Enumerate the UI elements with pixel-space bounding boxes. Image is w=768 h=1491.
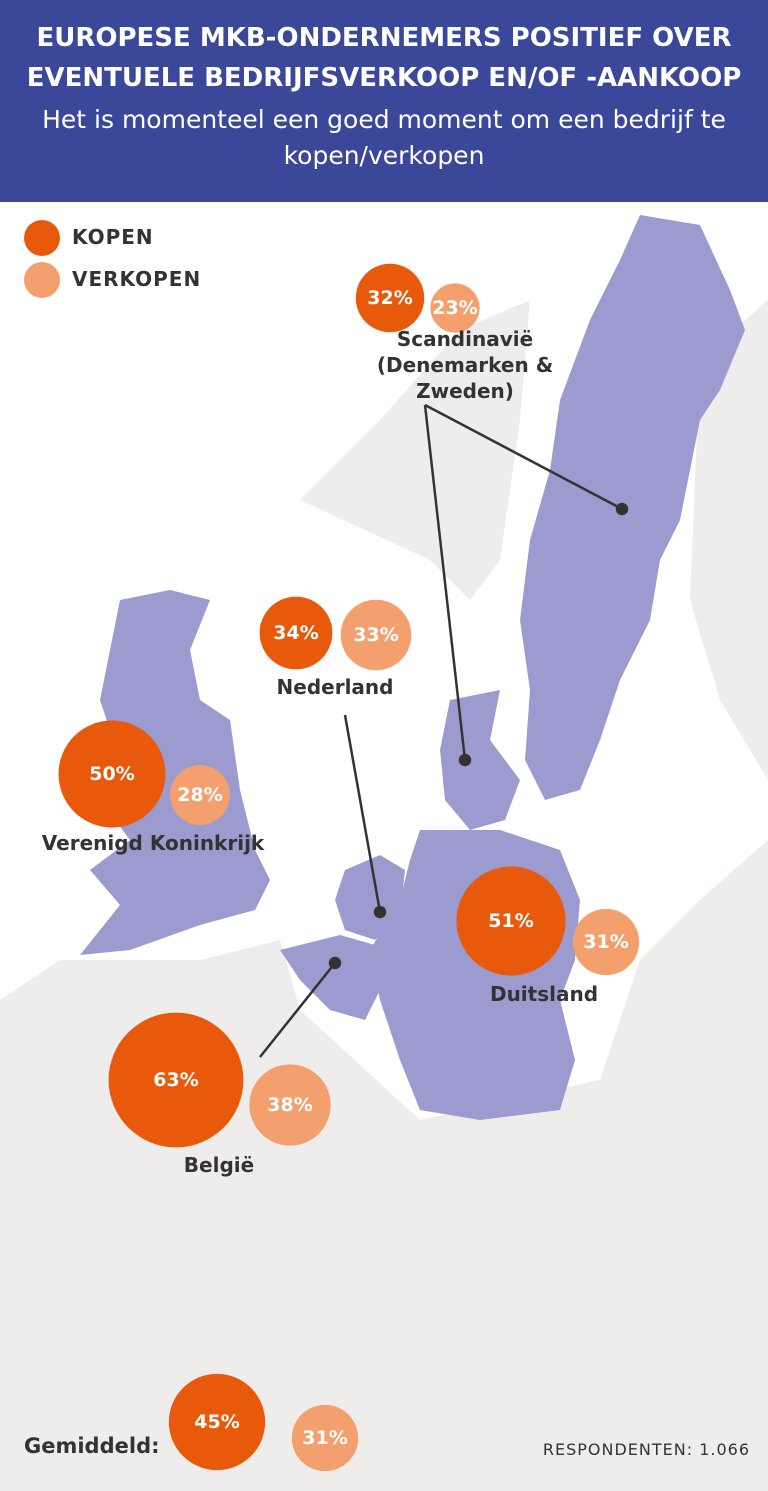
legend-label: VERKOPEN	[72, 267, 202, 291]
value-label: 28%	[177, 784, 223, 806]
bubble	[291, 1404, 359, 1472]
country	[440, 690, 520, 830]
value-label: 33%	[353, 624, 399, 646]
region-label: Gemiddeld:	[24, 1434, 160, 1458]
value-label: 63%	[153, 1069, 199, 1091]
bubble	[259, 596, 333, 670]
country	[335, 855, 405, 940]
value-label: 31%	[583, 931, 629, 953]
value-label: 45%	[194, 1411, 240, 1433]
title: EUROPESE MKB-ONDERNEMERS POSITIEF OVER E…	[26, 23, 742, 93]
value-label: 50%	[89, 763, 135, 785]
region-label: Nederland	[276, 675, 394, 699]
header: EUROPESE MKB-ONDERNEMERS POSITIEF OVER E…	[0, 0, 768, 202]
value-label: 31%	[302, 1427, 348, 1449]
legend-label: KOPEN	[72, 225, 154, 249]
value-label: 23%	[432, 297, 478, 319]
country	[80, 590, 270, 955]
bubble	[572, 908, 640, 976]
country	[280, 935, 380, 1020]
country	[520, 215, 745, 800]
bubble	[58, 720, 166, 828]
bubble	[249, 1064, 331, 1146]
value-label: 38%	[267, 1094, 313, 1116]
value-label: 32%	[367, 287, 413, 309]
note: RESPONDENTEN: 1.066	[542, 1440, 750, 1459]
value-label: 51%	[488, 910, 534, 932]
legend-swatch	[24, 220, 60, 256]
region-label: Verenigd Koninkrijk	[41, 831, 265, 855]
bubble	[168, 1373, 266, 1471]
bubble	[170, 765, 230, 825]
connectors	[259, 403, 629, 1058]
bubble	[355, 263, 425, 333]
region-label: België	[183, 1153, 255, 1177]
subtitle: Het is momenteel een goed moment om een …	[42, 105, 726, 170]
region-label: Scandinavië (Denemarken & Zweden)	[376, 327, 554, 403]
land	[690, 300, 768, 780]
legend-swatch	[24, 262, 60, 298]
bubble	[340, 599, 412, 671]
bubble	[456, 866, 566, 976]
land	[300, 300, 530, 600]
region-label: Duitsland	[489, 982, 599, 1006]
bubble	[108, 1012, 244, 1148]
value-label: 34%	[273, 622, 319, 644]
bubble	[430, 283, 480, 333]
land	[0, 840, 768, 1491]
